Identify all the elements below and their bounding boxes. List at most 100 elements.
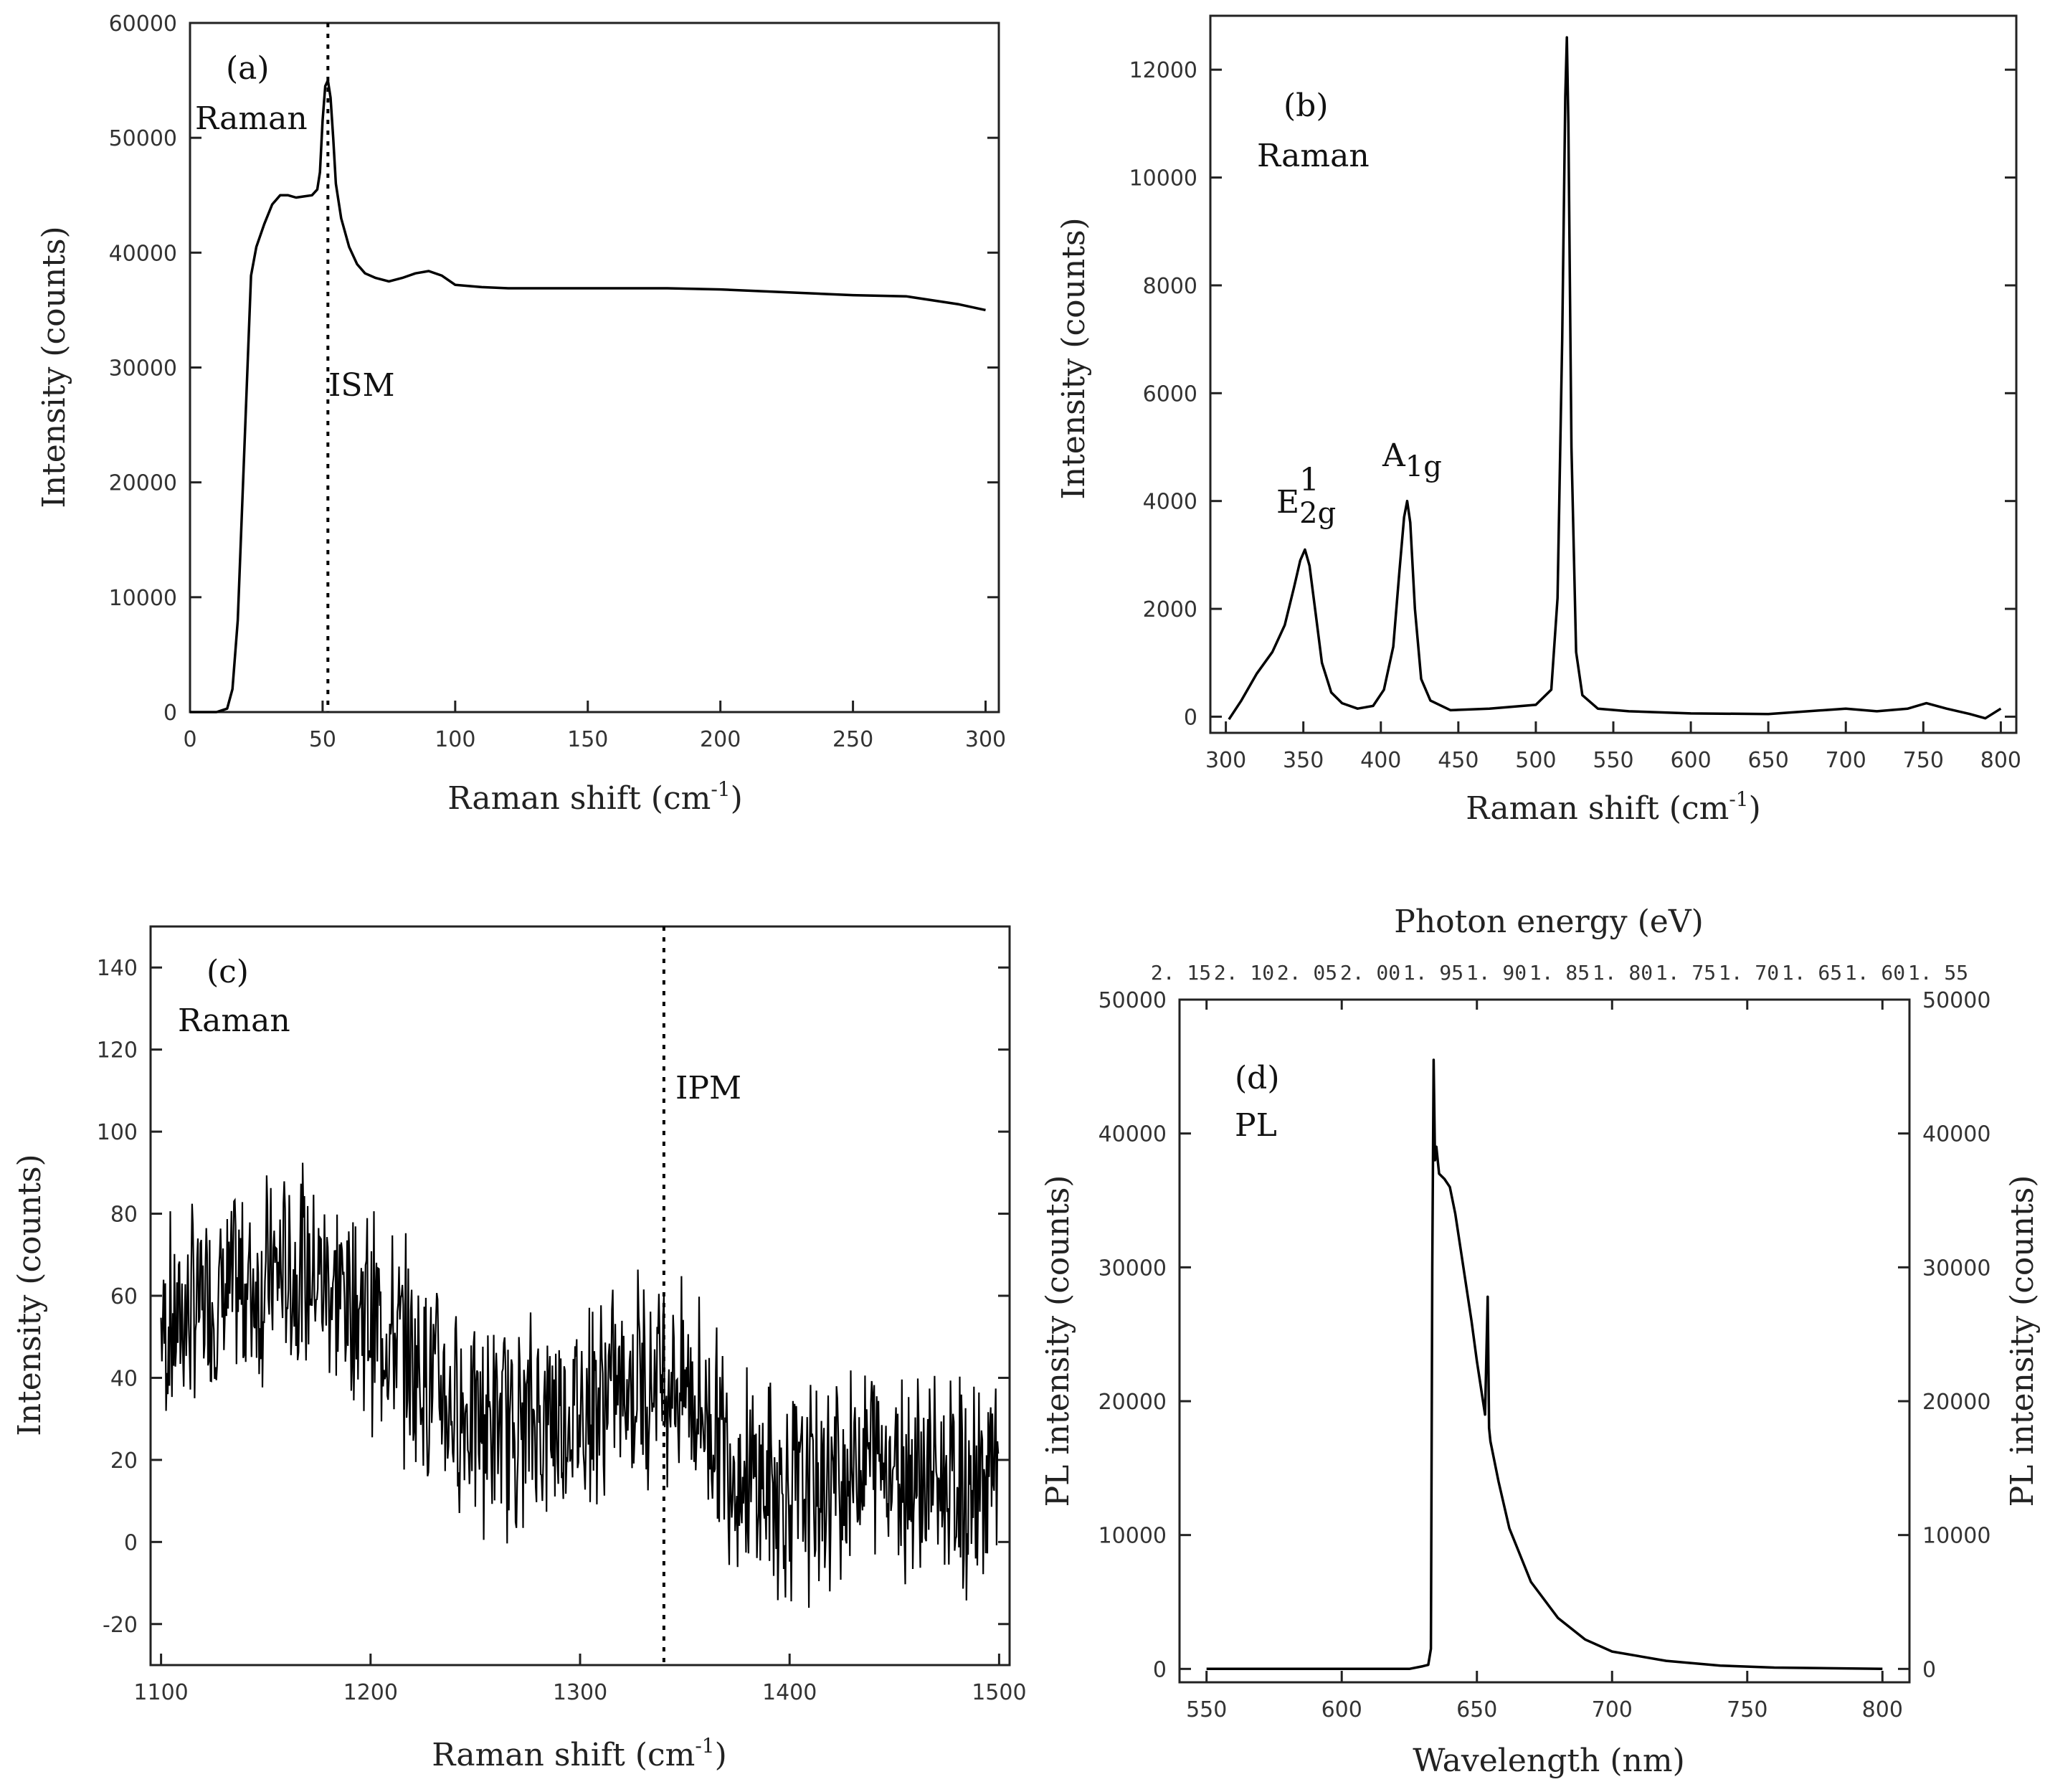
panel-d-xlabel: Wavelength (nm) xyxy=(1413,1743,1685,1779)
panel-c-ytick-label: 0 xyxy=(124,1530,138,1555)
panel-d-top-tick-label: 2. 15 xyxy=(1151,961,1211,985)
panel-a-series-line xyxy=(190,79,986,714)
panel-d-top-tick-label: 2. 05 xyxy=(1277,961,1337,985)
panel-d-ytick-label-right: 0 xyxy=(1922,1657,1936,1682)
panel-c-xtick-label: 1300 xyxy=(553,1680,607,1705)
panel-a-marker-label: ISM xyxy=(328,367,395,404)
panel-a-ytick-label: 40000 xyxy=(109,241,177,266)
panel-d-ytick-label-right: 20000 xyxy=(1922,1390,1990,1415)
panel-a-annotation: Raman xyxy=(195,100,308,137)
panel-a-xtick-label: 250 xyxy=(832,727,873,752)
panel-a-xtick-label: 200 xyxy=(700,727,741,752)
panel-a-xtick-label: 0 xyxy=(183,727,196,752)
panel-b-xtick-label: 600 xyxy=(1670,748,1711,773)
panel-c-series-line xyxy=(160,1162,1000,1608)
panel-b-xtick-label: 500 xyxy=(1515,748,1556,773)
panel-d-xtick-label: 700 xyxy=(1592,1697,1633,1722)
panel-d-ytick-label: 20000 xyxy=(1098,1390,1167,1415)
panel-c-ytick-label: -20 xyxy=(103,1613,138,1638)
panel-b-xtick-label: 550 xyxy=(1593,748,1633,773)
panel-b-ytick-label: 2000 xyxy=(1143,597,1197,622)
panel-b-ytick-label: 12000 xyxy=(1129,58,1197,83)
panel-c-ticks: 1100 1200 1300 1400 1500 -20 0 20 40 60 80 100 120 14… xyxy=(97,956,1027,1705)
panel-c: 1100 1200 1300 1400 1500 -20 0 20 40 60 80 100 120 14… xyxy=(11,925,1027,1773)
panel-b-ytick-label: 4000 xyxy=(1143,490,1197,515)
panel-c-annotation: Raman xyxy=(178,1002,290,1039)
panel-a-ticks: 0 50 100 150 200 250 300 0 10000 20000 30000 40000 5… xyxy=(109,11,1007,752)
panel-d-top-label: Photon energy (eV) xyxy=(1394,904,1704,940)
panel-c-xtick-label: 1200 xyxy=(343,1680,398,1705)
panel-a-xtick-label: 300 xyxy=(965,727,1006,752)
panel-c-ylabel: Intensity (counts) xyxy=(11,1154,48,1436)
panel-c-ytick-label: 20 xyxy=(110,1449,138,1474)
panel-c-xtick-label: 1100 xyxy=(133,1680,188,1705)
panel-c-ytick-label: 60 xyxy=(110,1284,138,1309)
panel-b-xtick-label: 650 xyxy=(1748,748,1789,773)
panel-d-series-line xyxy=(1206,1058,1883,1671)
panel-c-marker-label: IPM xyxy=(675,1070,741,1106)
panel-d-xtick-label: 800 xyxy=(1862,1697,1903,1722)
panel-d-top-tick-label: 1. 55 xyxy=(1908,961,1968,985)
panel-d-ticks: 550 600 650 700 750 800 0 0 10000 10000 20000 20000… xyxy=(1098,961,1991,1722)
panel-b-xtick-label: 300 xyxy=(1205,748,1246,773)
panel-d-ytick-label-right: 10000 xyxy=(1922,1524,1990,1549)
panel-d-top-tick-label: 1. 65 xyxy=(1782,961,1842,985)
panel-b-peak-a1g: A1g xyxy=(1382,437,1442,483)
panel-d-label: (d) xyxy=(1235,1060,1280,1096)
panel-c-xtick-label: 1400 xyxy=(762,1680,817,1705)
panel-a-ytick-label: 10000 xyxy=(109,586,177,611)
panel-d-xtick-label: 550 xyxy=(1186,1697,1227,1722)
panel-c-ytick-label: 120 xyxy=(97,1038,138,1063)
panel-d-ylabel-right: PL intensity (counts) xyxy=(2004,1175,2041,1507)
panel-d-top-tick-label: 1. 95 xyxy=(1403,961,1463,985)
panel-c-ytick-label: 140 xyxy=(97,956,138,981)
panel-d-top-tick-label: 1. 90 xyxy=(1466,961,1527,985)
panel-c-xlabel: Raman shift (cm-1) xyxy=(432,1734,727,1773)
panel-b-xlabel: Raman shift (cm-1) xyxy=(1466,787,1761,827)
panel-d-top-tick-label: 2. 00 xyxy=(1340,961,1400,985)
panel-a-ytick-label: 0 xyxy=(163,701,177,726)
panel-b-xtick-label: 800 xyxy=(1980,748,2021,773)
panel-b-ytick-label: 10000 xyxy=(1129,166,1197,191)
panel-d-annotation: PL xyxy=(1235,1107,1277,1144)
panel-a-xtick-label: 150 xyxy=(567,727,608,752)
panel-a-ytick-label: 20000 xyxy=(109,471,177,496)
panel-b-ytick-label: 8000 xyxy=(1143,274,1197,299)
panel-c-ytick-label: 100 xyxy=(97,1120,138,1145)
panel-d-frame xyxy=(1178,998,1911,1684)
panel-b-series-line xyxy=(1228,36,2002,721)
panel-d-top-tick-label: 1. 75 xyxy=(1656,961,1716,985)
panel-c-ytick-label: 80 xyxy=(110,1203,138,1228)
panel-d-ytick-label-right: 50000 xyxy=(1922,988,1990,1013)
panel-d-ylabel: PL intensity (counts) xyxy=(1040,1175,1076,1507)
panel-b-label: (b) xyxy=(1283,87,1329,124)
panel-a-ytick-label: 30000 xyxy=(109,356,177,381)
panel-a-xtick-label: 50 xyxy=(309,727,336,752)
panel-a-label: (a) xyxy=(226,50,270,87)
panel-d-ytick-label-right: 30000 xyxy=(1922,1256,1990,1281)
panel-a-ytick-label: 50000 xyxy=(109,126,177,151)
panel-d: 550 600 650 700 750 800 0 0 10000 10000 20000 20000… xyxy=(1040,904,2041,1779)
panel-d-ytick-label: 50000 xyxy=(1098,988,1167,1013)
panel-d-xtick-label: 600 xyxy=(1321,1697,1362,1722)
panel-a: 0 50 100 150 200 250 300 0 10000 20000 30000 40000 5… xyxy=(36,11,1006,817)
panel-d-top-tick-label: 2. 10 xyxy=(1214,961,1274,985)
panel-b-xtick-label: 700 xyxy=(1826,748,1866,773)
panel-d-ytick-label: 10000 xyxy=(1098,1524,1167,1549)
panel-d-ytick-label: 40000 xyxy=(1098,1122,1167,1147)
panel-d-ytick-label: 30000 xyxy=(1098,1256,1167,1281)
panel-b-ytick-label: 0 xyxy=(1184,705,1197,730)
panel-d-top-tick-label: 1. 70 xyxy=(1719,961,1779,985)
panel-c-label: (c) xyxy=(207,954,249,990)
panel-b: 300 350 400 450 500 550 600 650 700 750 8000200040… xyxy=(1055,14,2021,827)
panel-b-xtick-label: 400 xyxy=(1360,748,1401,773)
panel-b-xtick-label: 350 xyxy=(1283,748,1324,773)
panel-c-xtick-label: 1500 xyxy=(972,1680,1026,1705)
panel-b-xtick-label: 750 xyxy=(1903,748,1944,773)
panel-d-xtick-label: 750 xyxy=(1727,1697,1767,1722)
panel-b-peak-e2g: E2g xyxy=(1276,484,1336,530)
panel-a-xlabel: Raman shift (cm-1) xyxy=(447,777,743,817)
panel-b-ytick-label: 6000 xyxy=(1143,381,1197,407)
panel-d-top-tick-label: 1. 60 xyxy=(1845,961,1905,985)
